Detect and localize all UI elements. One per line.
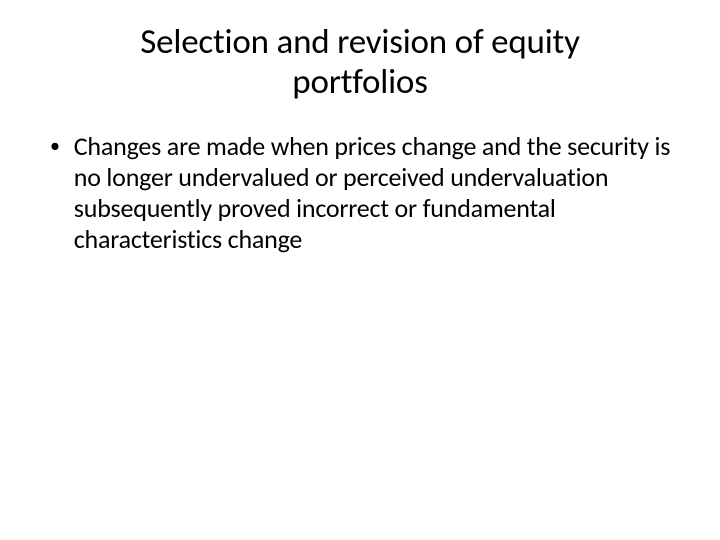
slide-content: • Changes are made when prices change an… (30, 131, 690, 256)
bullet-text: Changes are made when prices change and … (74, 131, 690, 256)
bullet-item: • Changes are made when prices change an… (50, 131, 690, 256)
bullet-marker-icon: • (50, 131, 60, 161)
slide-container: Selection and revision of equity portfol… (0, 0, 720, 540)
slide-title: Selection and revision of equity portfol… (70, 22, 650, 103)
